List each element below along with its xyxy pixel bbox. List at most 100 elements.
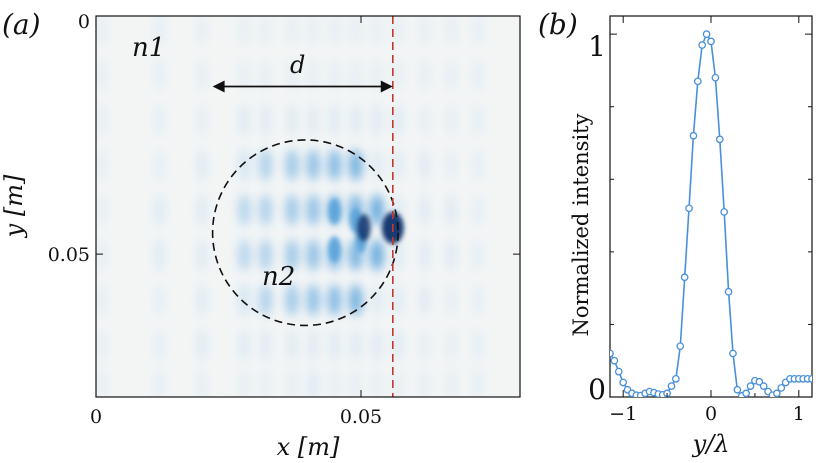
wave-crest: [445, 328, 458, 362]
arrowhead-left: [212, 80, 225, 93]
data-point: [685, 204, 693, 213]
wave-crest: [328, 16, 341, 47]
wave-crest: [445, 193, 458, 227]
wave-crest: [370, 368, 383, 397]
wave-crest: [196, 193, 208, 227]
region-label-n1: n1: [132, 33, 165, 63]
x-tick-label-b: 1: [793, 403, 805, 425]
wave-crest: [418, 16, 431, 47]
arrowhead-right: [380, 80, 393, 93]
wave-crest: [445, 238, 458, 272]
data-point: [702, 30, 711, 38]
wave-crest: [153, 193, 166, 227]
wave-crest: [96, 368, 108, 397]
y-tick-label-a: 0.05: [48, 244, 90, 266]
wave-crest: [418, 328, 431, 362]
wave-crest: [196, 16, 208, 47]
wave-crest: [471, 368, 484, 397]
data-point: [610, 356, 619, 365]
wave-crest: [349, 328, 362, 362]
wave-crest: [370, 58, 383, 92]
wave-crest: [307, 328, 320, 362]
wave-crest-inside: [238, 240, 251, 270]
wave-crest: [349, 16, 362, 47]
wave-crest-inside: [259, 240, 272, 270]
wave-crest: [349, 58, 362, 92]
wave-crest: [392, 16, 405, 47]
data-point: [777, 384, 786, 392]
wave-crest: [328, 58, 341, 92]
y-axis-label-b: Normalized intensity: [569, 113, 593, 336]
wave-crest-inside: [286, 285, 299, 315]
wave-crest-inside: [286, 195, 299, 225]
data-point: [693, 77, 702, 86]
wave-crest: [153, 148, 166, 182]
data-point: [759, 382, 768, 390]
x-tick-label-b: 0: [705, 403, 717, 425]
panel-b: (b) −1 0 101 y/λ Normalized intensity: [538, 8, 813, 458]
wave-crest: [418, 103, 431, 137]
data-point: [729, 349, 737, 358]
wave-crest: [153, 238, 166, 272]
wave-crest: [259, 368, 272, 397]
wave-crest: [286, 103, 299, 137]
wave-crest: [370, 103, 383, 137]
wave-crest: [471, 148, 484, 182]
wave-crest: [153, 368, 166, 397]
x-tick-label-a: 0.05: [340, 406, 382, 428]
data-point: [672, 375, 680, 383]
wave-crest: [259, 16, 272, 47]
wave-crest: [96, 328, 108, 362]
wave-crest: [445, 103, 458, 137]
wave-crest-inside: [307, 240, 320, 270]
wave-crest: [196, 238, 208, 272]
data-point: [707, 37, 715, 46]
wave-crest: [418, 58, 431, 92]
wave-crest: [418, 368, 431, 397]
wave-crest: [349, 103, 362, 137]
data-point: [610, 349, 614, 358]
wave-crest-inside: [259, 285, 272, 315]
wave-crest: [238, 283, 251, 317]
x-tick-label-b: −1: [609, 403, 637, 425]
wave-crest: [471, 16, 484, 47]
wave-crest: [96, 238, 108, 272]
distance-label-d: d: [290, 51, 305, 79]
wave-crest: [307, 368, 320, 397]
wave-crest-inside: [349, 285, 362, 315]
wave-crest: [96, 58, 108, 92]
wave-crest: [259, 328, 272, 362]
y-tick-label-b: 0: [588, 373, 606, 406]
region-label-n2: n2: [262, 262, 295, 292]
wave-crest: [392, 103, 405, 137]
wave-crest: [196, 368, 208, 397]
wave-crest-inside: [349, 150, 362, 180]
data-point: [676, 342, 685, 351]
wave-crest: [96, 103, 108, 137]
data-point: [698, 41, 707, 49]
data-point: [755, 377, 764, 386]
wave-crest: [96, 16, 108, 47]
wave-crest: [307, 103, 320, 137]
wave-crest-inside: [259, 195, 272, 225]
data-point: [746, 382, 755, 390]
y-tick-label-a: 0: [78, 11, 90, 33]
intensity-line: [610, 32, 812, 397]
data-point: [715, 135, 724, 144]
wave-crest: [238, 16, 251, 47]
wave-crest: [370, 328, 383, 362]
wave-crest: [307, 58, 320, 92]
data-point: [808, 375, 812, 383]
wave-crest: [471, 283, 484, 317]
wave-crest-inside: [328, 150, 341, 180]
wave-crest: [349, 368, 362, 397]
data-point: [724, 287, 733, 296]
wave-crest: [196, 283, 208, 317]
wave-crest: [238, 58, 251, 92]
wave-crest: [471, 238, 484, 272]
wave-crest: [307, 16, 320, 47]
wave-crest: [96, 193, 108, 227]
wave-crest: [445, 58, 458, 92]
data-point: [614, 367, 623, 376]
data-point: [773, 389, 781, 397]
